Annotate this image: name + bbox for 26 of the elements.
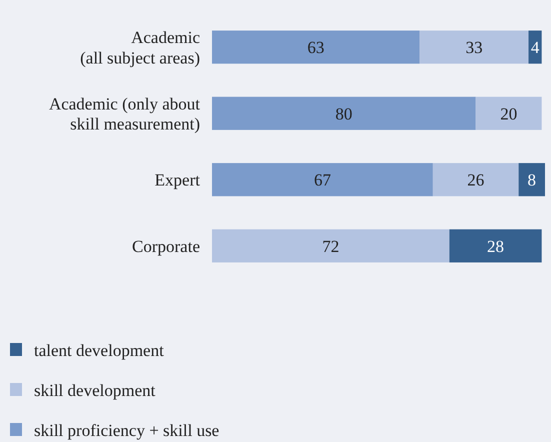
data-label: 80 — [335, 104, 352, 124]
bar — [420, 30, 529, 64]
data-label: 8 — [528, 170, 536, 190]
data-label: 72 — [322, 236, 340, 256]
data-label: 28 — [487, 236, 504, 256]
bar — [518, 163, 545, 196]
bar — [212, 30, 420, 64]
bar — [212, 163, 433, 196]
data-label: 63 — [307, 38, 324, 58]
bar — [449, 229, 542, 262]
y-tick-label: Academic (only about skill measurement) — [48, 94, 200, 134]
data-label: 67 — [314, 170, 332, 190]
bar — [212, 96, 476, 130]
bar — [212, 229, 450, 262]
data-label: 33 — [466, 38, 483, 58]
data-label: 4 — [530, 38, 540, 58]
y-tick-label: Corporate — [132, 236, 200, 256]
legend-label: skill proficiency + skill use — [34, 420, 220, 440]
legend-label: talent development — [34, 340, 164, 360]
legend-label: skill development — [34, 380, 156, 400]
data-label: 20 — [500, 104, 518, 124]
y-tick-label: Academic (all subject areas) — [80, 28, 200, 68]
bar — [432, 163, 519, 196]
y-tick-label: Expert — [154, 170, 200, 190]
data-label: 26 — [467, 170, 484, 190]
bar — [476, 96, 542, 130]
